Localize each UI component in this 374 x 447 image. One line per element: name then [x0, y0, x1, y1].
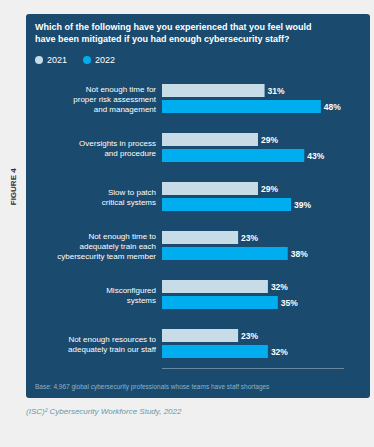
data-label: 23%	[241, 233, 258, 243]
bars	[162, 84, 321, 358]
data-label: 43%	[307, 151, 324, 161]
bar	[162, 133, 258, 146]
chart: FIGURE 4 Which of the following have you …	[0, 0, 374, 447]
text-line: Slow to patch	[108, 187, 156, 196]
source: (ISC)² Cybersecurity Workforce Study, 20…	[26, 407, 182, 416]
text-line: critical systems	[102, 197, 156, 206]
category-label: Not enough time toadequately train eachc…	[57, 231, 156, 260]
legend-swatch	[35, 56, 43, 64]
bar	[162, 329, 238, 342]
text-line: Not enough time to	[88, 231, 156, 240]
legend-swatch	[83, 56, 91, 64]
x-axis-line	[162, 368, 344, 369]
text-line: Oversights in process	[79, 138, 156, 147]
data-label: 32%	[271, 282, 288, 292]
text-line: adequately train each	[80, 241, 157, 250]
category-label: Slow to patchcritical systems	[102, 187, 156, 206]
text-line: Not enough resources to	[68, 334, 156, 343]
bar	[162, 280, 268, 293]
data-label: 48%	[324, 102, 341, 112]
text-line: Not enough time for	[86, 84, 157, 93]
text-line: systems	[127, 295, 156, 304]
text-line: cybersecurity team member	[57, 251, 156, 260]
text-line: and management	[94, 104, 157, 113]
legend-label: 2022	[95, 55, 115, 65]
legend-label: 2021	[47, 55, 67, 65]
text-line: adequately train our staff	[68, 344, 157, 353]
bar	[162, 231, 238, 244]
data-label: 35%	[281, 298, 298, 308]
bar	[162, 149, 304, 162]
text-line: Misconfigured	[106, 285, 156, 294]
bar	[162, 345, 268, 358]
data-label: 29%	[261, 184, 278, 194]
labels: 31% 48% Not enough time forproper risk ass…	[57, 84, 341, 357]
text-line: Which of the following have you experien…	[35, 22, 312, 32]
bar	[162, 84, 265, 97]
data-label: 31%	[268, 86, 285, 96]
panel-background	[26, 14, 370, 398]
data-label: 32%	[271, 347, 288, 357]
category-label: Oversights in processand procedure	[79, 138, 156, 157]
figure-label: FIGURE 4	[9, 168, 18, 205]
data-label: 29%	[261, 135, 278, 145]
bar	[162, 296, 278, 309]
bar	[162, 182, 258, 195]
bar	[162, 100, 321, 113]
bar	[162, 247, 288, 260]
text-line: have been mitigated if you had enough cy…	[35, 34, 290, 44]
footnote: Base: 4,967 global cybersecurity profess…	[35, 383, 270, 391]
category-label: Misconfiguredsystems	[106, 285, 156, 304]
data-label: 39%	[294, 200, 311, 210]
data-label: 23%	[241, 331, 258, 341]
text-line: and procedure	[104, 148, 156, 157]
title: Which of the following have you experien…	[35, 22, 312, 44]
bar	[162, 198, 291, 211]
category-label: Not enough resources toadequately train …	[68, 334, 157, 353]
text-line: proper risk assessment	[73, 94, 156, 103]
data-label: 38%	[291, 249, 308, 259]
category-label: Not enough time forproper risk assessmen…	[73, 84, 156, 113]
